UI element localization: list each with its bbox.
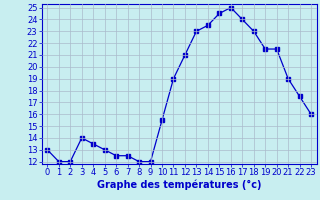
X-axis label: Graphe des températures (°c): Graphe des températures (°c): [97, 180, 261, 190]
